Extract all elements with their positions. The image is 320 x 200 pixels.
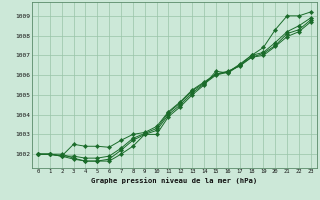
X-axis label: Graphe pression niveau de la mer (hPa): Graphe pression niveau de la mer (hPa)	[91, 177, 258, 184]
